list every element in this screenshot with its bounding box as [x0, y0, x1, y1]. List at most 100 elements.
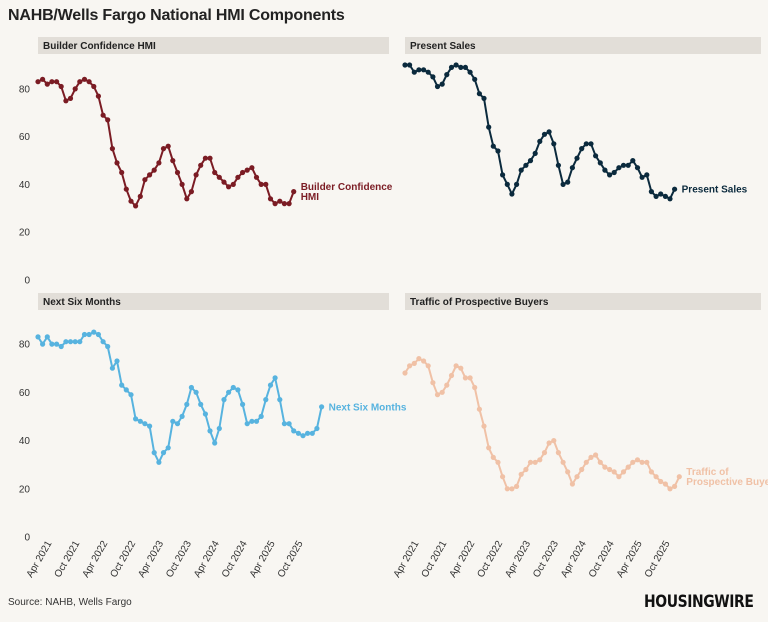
data-point	[625, 464, 631, 470]
data-point	[434, 83, 441, 90]
data-point	[588, 141, 594, 147]
data-point	[574, 155, 580, 161]
data-point	[644, 172, 650, 178]
panel-title: Present Sales	[410, 41, 476, 52]
data-point	[58, 83, 64, 90]
data-point	[174, 169, 181, 176]
data-point	[286, 201, 292, 207]
x-tick-label: Apr 2022	[81, 539, 111, 580]
data-point	[123, 387, 129, 393]
data-point	[212, 169, 218, 176]
data-point	[602, 167, 608, 173]
data-point	[500, 172, 506, 178]
data-point	[86, 79, 92, 85]
data-point	[128, 392, 134, 398]
data-point	[504, 181, 510, 187]
data-point	[137, 193, 143, 199]
data-point	[630, 459, 636, 465]
data-point	[588, 454, 594, 460]
data-point	[286, 421, 292, 427]
data-point	[151, 167, 157, 173]
data-point	[518, 167, 524, 173]
data-point	[537, 457, 543, 463]
series-line	[37, 78, 295, 207]
data-point	[230, 181, 236, 187]
data-point	[54, 79, 60, 85]
data-point	[565, 179, 571, 185]
y-tick-label: 80	[19, 340, 31, 351]
data-point	[63, 339, 69, 345]
panel-title: Next Six Months	[43, 297, 121, 308]
x-tick-label: Apr 2025	[248, 539, 278, 580]
data-point	[639, 459, 645, 465]
data-point	[509, 486, 515, 492]
data-point	[63, 98, 69, 104]
data-point	[662, 481, 669, 487]
data-point	[574, 474, 580, 480]
data-point	[472, 384, 478, 391]
data-point	[579, 466, 585, 473]
data-point	[597, 459, 603, 465]
data-point	[58, 343, 64, 350]
data-point	[551, 438, 557, 444]
data-point	[119, 169, 125, 176]
data-point	[109, 365, 115, 371]
data-point	[583, 141, 589, 147]
data-point	[128, 198, 134, 204]
x-tick-label: Apr 2022	[448, 539, 478, 580]
page-title: NAHB/Wells Fargo National HMI Components	[8, 7, 345, 24]
data-point	[672, 483, 678, 489]
data-point	[648, 189, 655, 195]
y-tick-label: 0	[24, 276, 30, 287]
data-point	[137, 418, 143, 424]
x-tick-label: Oct 2023	[164, 539, 194, 580]
data-point	[481, 423, 487, 429]
data-point	[188, 384, 194, 391]
data-point	[267, 196, 274, 202]
data-point	[555, 162, 562, 168]
data-point	[207, 428, 213, 434]
data-point	[453, 363, 459, 369]
series-label-line: Next Six Months	[329, 402, 407, 413]
data-point	[402, 62, 408, 68]
data-point	[277, 397, 283, 403]
data-point	[230, 384, 236, 391]
data-point	[44, 81, 50, 87]
data-point	[100, 112, 106, 118]
data-point	[644, 459, 650, 465]
data-point	[430, 74, 436, 80]
data-point	[281, 201, 287, 207]
data-point	[114, 358, 120, 364]
data-point	[309, 430, 315, 436]
data-point	[597, 160, 603, 166]
data-point	[634, 165, 641, 171]
x-tick-label: Apr 2024	[559, 539, 589, 580]
data-point	[216, 425, 222, 432]
data-point	[658, 191, 664, 197]
data-point	[616, 474, 622, 480]
series-label: Builder Confidence HMI	[301, 182, 393, 203]
data-point	[184, 401, 190, 407]
data-point	[263, 181, 269, 187]
data-point	[244, 167, 250, 173]
series-label-line: HMI	[301, 192, 320, 203]
panel-title-bar	[38, 37, 389, 54]
data-point	[114, 160, 120, 166]
data-point	[444, 382, 450, 388]
data-point	[602, 464, 608, 470]
y-tick-label: 20	[19, 484, 31, 495]
data-point	[202, 411, 208, 417]
x-tick-label: Apr 2025	[615, 539, 645, 580]
data-point	[537, 138, 543, 144]
data-point	[532, 459, 538, 465]
data-point	[425, 69, 431, 75]
data-point	[407, 363, 413, 369]
y-tick-label: 20	[19, 228, 31, 239]
data-point	[221, 397, 227, 403]
data-point	[672, 186, 678, 192]
data-point	[40, 76, 46, 82]
data-point	[555, 450, 562, 456]
data-point	[258, 413, 264, 419]
